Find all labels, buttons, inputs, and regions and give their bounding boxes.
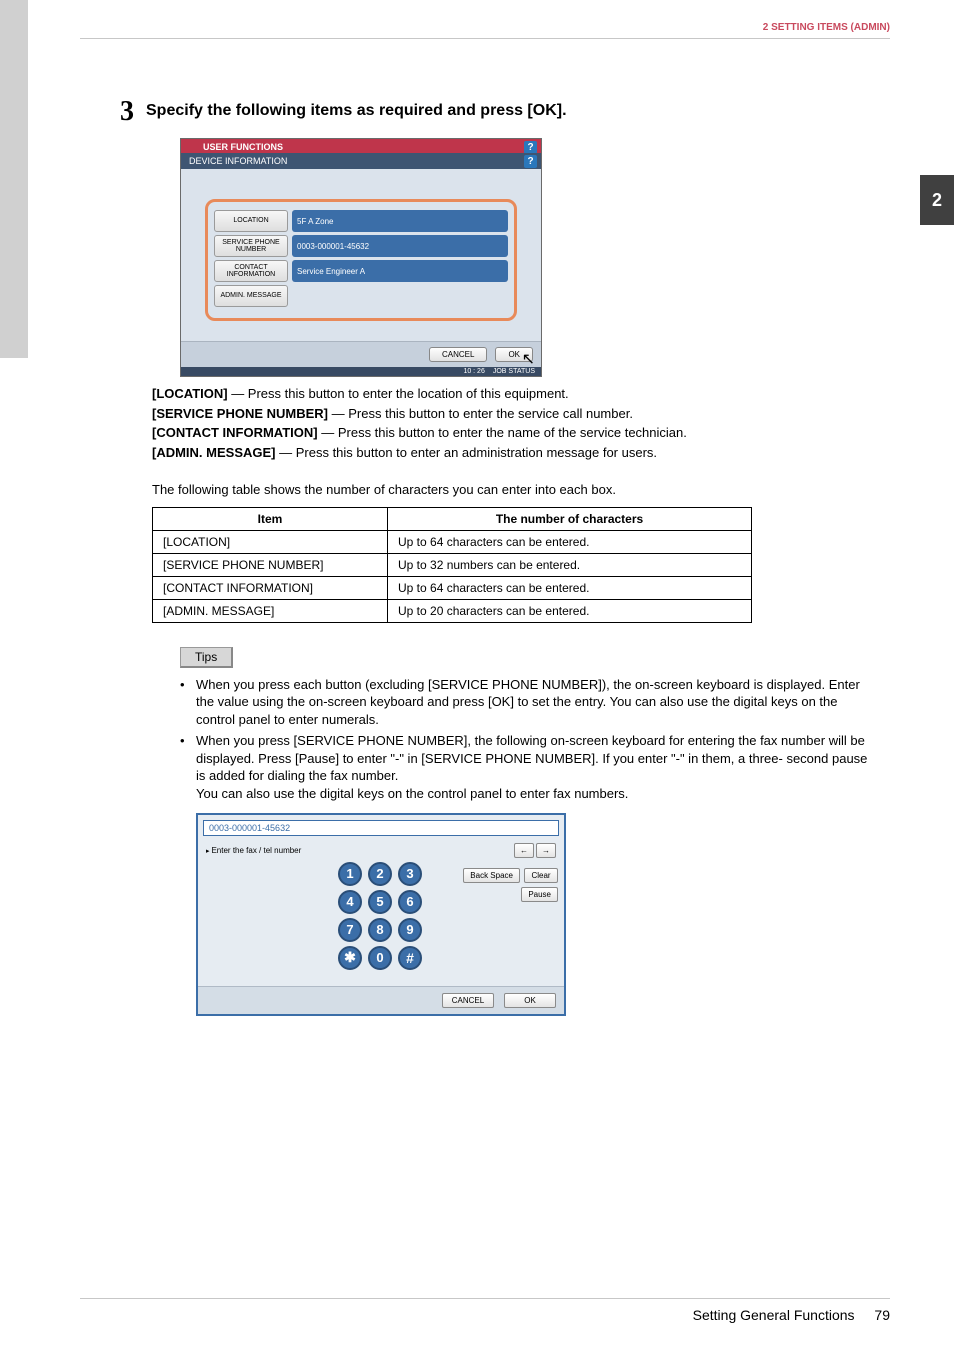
window-subtitle-bar: DEVICE INFORMATION ? xyxy=(181,153,541,169)
char-limit-table: Item The number of characters [LOCATION]… xyxy=(152,507,752,623)
pause-button[interactable]: Pause xyxy=(521,887,558,902)
clear-button[interactable]: Clear xyxy=(524,868,558,883)
cursor-icon: ↖ xyxy=(522,349,535,369)
desc-text: — Press this button to enter the locatio… xyxy=(228,386,569,401)
fax-input[interactable]: 0003-000001-45632 xyxy=(203,820,559,836)
table-cell: [LOCATION] xyxy=(153,530,388,553)
help-icon[interactable]: ? xyxy=(524,155,537,168)
key-hash[interactable]: # xyxy=(398,946,422,970)
fax-hint: Enter the fax / tel number xyxy=(206,846,301,855)
gutter-strip xyxy=(0,0,28,358)
tips-label: Tips xyxy=(180,647,233,668)
cancel-button[interactable]: CANCEL xyxy=(442,993,494,1008)
footer-rule xyxy=(80,1298,890,1299)
highlighted-frame: LOCATION 5F A Zone SERVICE PHONE NUMBER … xyxy=(205,199,517,321)
key-7[interactable]: 7 xyxy=(338,918,362,942)
desc-text: — Press this button to enter an administ… xyxy=(276,445,658,460)
keypad-screenshot: 0003-000001-45632 Enter the fax / tel nu… xyxy=(196,813,566,1016)
window-title: USER FUNCTIONS xyxy=(203,142,283,152)
arrow-right-button[interactable]: → xyxy=(536,843,556,858)
key-3[interactable]: 3 xyxy=(398,862,422,886)
table-lead: The following table shows the number of … xyxy=(152,481,868,499)
location-button[interactable]: LOCATION xyxy=(214,210,288,232)
key-5[interactable]: 5 xyxy=(368,890,392,914)
key-2[interactable]: 2 xyxy=(368,862,392,886)
window-subtitle: DEVICE INFORMATION xyxy=(189,156,287,166)
desc-text: — Press this button to enter the service… xyxy=(328,406,633,421)
footer-title: Setting General Functions xyxy=(693,1307,855,1323)
desc-label: [LOCATION] xyxy=(152,386,228,401)
desc-label: [SERVICE PHONE NUMBER] xyxy=(152,406,328,421)
desc-label: [CONTACT INFORMATION] xyxy=(152,425,318,440)
header-rule xyxy=(80,38,890,39)
th-chars: The number of characters xyxy=(388,507,752,530)
ok-button[interactable]: OK xyxy=(504,993,556,1008)
clock: 10 : 26 xyxy=(463,368,484,375)
table-cell: Up to 64 characters can be entered. xyxy=(388,576,752,599)
page-number: 79 xyxy=(874,1307,890,1323)
key-4[interactable]: 4 xyxy=(338,890,362,914)
contact-info-button[interactable]: CONTACT INFORMATION xyxy=(214,260,288,282)
table-cell: [ADMIN. MESSAGE] xyxy=(153,599,388,622)
backspace-button[interactable]: Back Space xyxy=(463,868,520,883)
window-titlebar: USER FUNCTIONS ? xyxy=(181,139,541,153)
table-cell: Up to 64 characters can be entered. xyxy=(388,530,752,553)
admin-message-button[interactable]: ADMIN. MESSAGE xyxy=(214,285,288,307)
arrow-left-button[interactable]: ← xyxy=(514,843,534,858)
contact-info-value: Service Engineer A xyxy=(292,260,508,282)
desc-text: — Press this button to enter the name of… xyxy=(318,425,687,440)
footer: Setting General Functions 79 xyxy=(693,1307,890,1323)
key-8[interactable]: 8 xyxy=(368,918,392,942)
key-9[interactable]: 9 xyxy=(398,918,422,942)
desc-label: [ADMIN. MESSAGE] xyxy=(152,445,276,460)
cancel-button[interactable]: CANCEL xyxy=(429,347,487,362)
tip-item: When you press each button (excluding [S… xyxy=(180,676,870,729)
key-star[interactable]: ✱ xyxy=(338,946,362,970)
key-6[interactable]: 6 xyxy=(398,890,422,914)
table-cell: Up to 32 numbers can be entered. xyxy=(388,553,752,576)
service-phone-value: 0003-000001-45632 xyxy=(292,235,508,257)
th-item: Item xyxy=(153,507,388,530)
table-cell: [CONTACT INFORMATION] xyxy=(153,576,388,599)
running-header: 2 SETTING ITEMS (ADMIN) xyxy=(763,22,890,33)
key-0[interactable]: 0 xyxy=(368,946,392,970)
table-cell: Up to 20 characters can be entered. xyxy=(388,599,752,622)
key-1[interactable]: 1 xyxy=(338,862,362,886)
service-phone-button[interactable]: SERVICE PHONE NUMBER xyxy=(214,235,288,257)
job-status[interactable]: JOB STATUS xyxy=(493,368,535,375)
chapter-tab: 2 xyxy=(920,175,954,225)
step-number: 3 xyxy=(120,96,134,128)
location-value: 5F A Zone xyxy=(292,210,508,232)
tip-item: When you press [SERVICE PHONE NUMBER], t… xyxy=(180,732,870,802)
step-title: Specify the following items as required … xyxy=(146,96,567,120)
device-info-screenshot: USER FUNCTIONS ? DEVICE INFORMATION ? LO… xyxy=(180,138,542,377)
table-cell: [SERVICE PHONE NUMBER] xyxy=(153,553,388,576)
